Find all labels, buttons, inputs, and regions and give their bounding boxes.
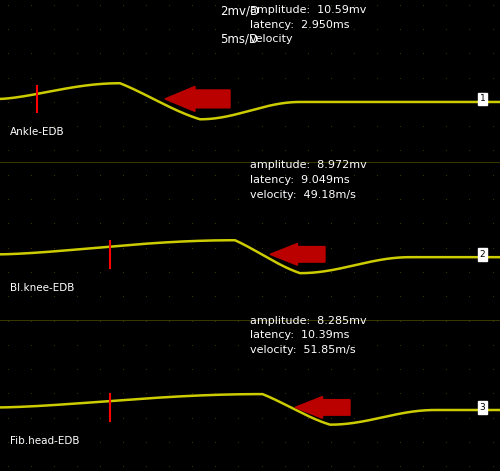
Text: Ankle-EDB: Ankle-EDB (10, 127, 64, 137)
Text: 3: 3 (480, 403, 486, 412)
Text: amplitude:  8.285mv
latency:  10.39ms
velocity:  51.85m/s: amplitude: 8.285mv latency: 10.39ms velo… (250, 316, 366, 355)
FancyArrow shape (165, 86, 230, 112)
Text: amplitude:  8.972mv
latency:  9.049ms
velocity:  49.18m/s: amplitude: 8.972mv latency: 9.049ms velo… (250, 160, 367, 200)
FancyArrow shape (270, 244, 325, 265)
Text: 2: 2 (480, 250, 486, 259)
Text: 2mv/D: 2mv/D (220, 5, 259, 18)
Text: amplitude:  10.59mv
latency:  2.950ms
velocity: amplitude: 10.59mv latency: 2.950ms velo… (250, 5, 366, 44)
FancyArrow shape (295, 397, 350, 418)
Text: 1: 1 (480, 94, 486, 104)
Text: Bl.knee-EDB: Bl.knee-EDB (10, 283, 74, 292)
Text: 5ms/D: 5ms/D (220, 33, 258, 46)
Text: Fib.head-EDB: Fib.head-EDB (10, 436, 80, 446)
